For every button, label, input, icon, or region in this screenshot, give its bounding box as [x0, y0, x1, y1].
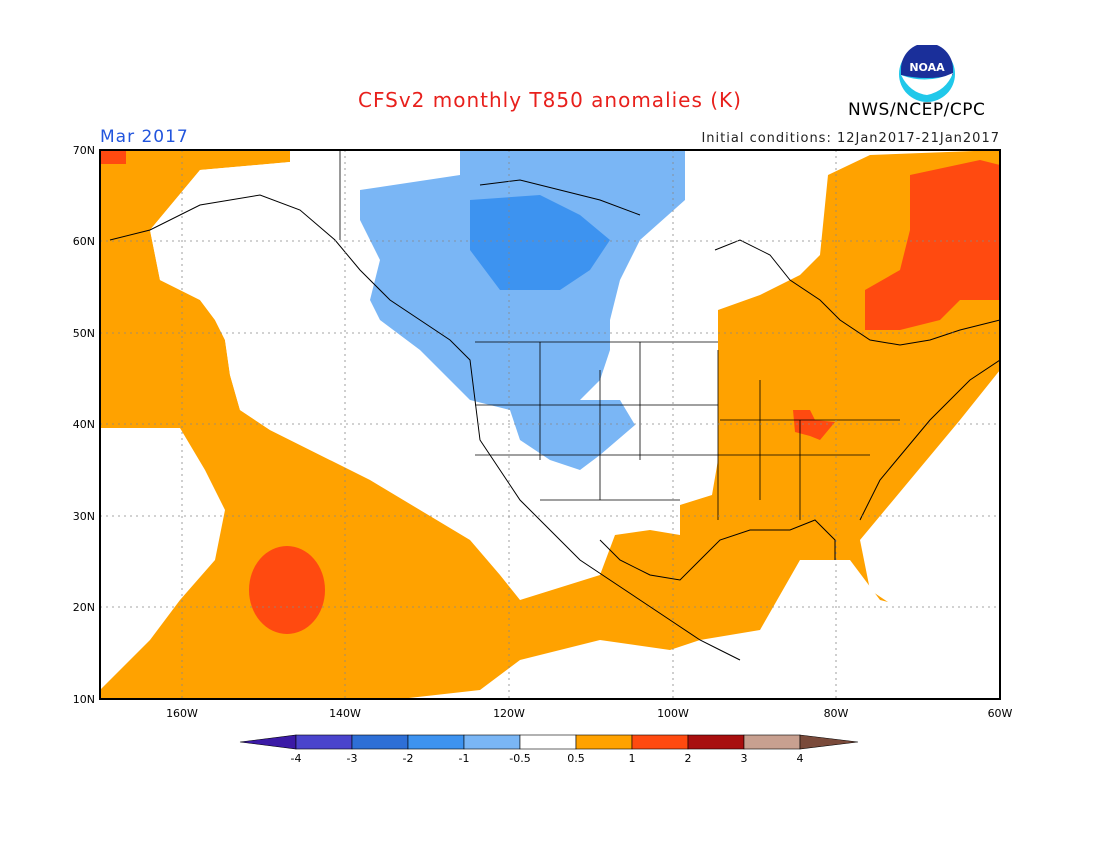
- logo-text: NOAA: [909, 61, 945, 74]
- colorbar-tick-label: -1: [459, 752, 470, 765]
- lat-label: 30N: [73, 510, 95, 523]
- lat-label: 50N: [73, 327, 95, 340]
- colorbar-segment: [519, 734, 577, 750]
- lon-label: 120W: [493, 707, 525, 720]
- colorbar-segment: [351, 734, 409, 750]
- colorbar-segment: [743, 734, 801, 750]
- chart-title: CFSv2 monthly T850 anomalies (K): [358, 88, 742, 112]
- colorbar-tick-label: -2: [403, 752, 414, 765]
- initial-conditions: Initial conditions: 12Jan2017-21Jan2017: [701, 131, 1000, 146]
- lon-label: 100W: [657, 707, 689, 720]
- lat-label: 70N: [73, 144, 95, 157]
- colorbar-arrow-high: [799, 734, 859, 750]
- anomaly-region-neutral-alaska: [150, 150, 470, 480]
- anomaly-region-hot-corner: [100, 150, 126, 164]
- lat-label: 60N: [73, 235, 95, 248]
- colorbar-tick-label: 1: [629, 752, 636, 765]
- colorbar-tick-label: 4: [797, 752, 804, 765]
- colorbar-tick-label: 2: [685, 752, 692, 765]
- colorbar-tick-label: -4: [291, 752, 302, 765]
- anomaly-region-cold: [470, 195, 610, 290]
- colorbar-segment: [295, 734, 353, 750]
- coastlines: [109, 179, 1000, 661]
- lon-label: 160W: [166, 707, 198, 720]
- colorbar-segment: [687, 734, 745, 750]
- colorbar-tick-label: -0.5: [509, 752, 530, 765]
- lat-label: 10N: [73, 693, 95, 706]
- agency-label: NWS/NCEP/CPC: [848, 100, 986, 120]
- lon-label: 80W: [824, 707, 849, 720]
- noaa-logo: NOAA: [899, 45, 955, 102]
- colorbar-segment: [631, 734, 689, 750]
- map-body: [100, 150, 1000, 699]
- colorbar-tick-label: 0.5: [567, 752, 585, 765]
- lat-labels: 70N 60N 50N 40N 30N 20N 10N: [73, 144, 95, 706]
- anomaly-region-hot-ne: [865, 160, 1000, 330]
- colorbar-arrow-low: [239, 734, 297, 750]
- anomaly-region-neutral-atlantic: [860, 370, 1000, 699]
- colorbar-tick-label: 3: [741, 752, 748, 765]
- lon-label: 60W: [988, 707, 1013, 720]
- colorbar-segment: [407, 734, 465, 750]
- political-borders: [339, 150, 900, 520]
- anomaly-region-neutral-sw: [100, 428, 225, 690]
- lon-labels: 160W 140W 120W 100W 80W 60W: [166, 707, 1012, 720]
- graticule: [100, 150, 1000, 699]
- anomaly-region-cool: [360, 150, 685, 470]
- lon-label: 140W: [329, 707, 361, 720]
- forecast-period: Mar 2017: [100, 127, 189, 147]
- colorbar-segment: [463, 734, 521, 750]
- map-frame: [99, 149, 1001, 700]
- anomaly-region-hot-ohio: [793, 410, 835, 440]
- colorbar-labels: -4 -3 -2 -1 -0.5 0.5 1 2 3 4: [291, 752, 804, 765]
- lat-label: 20N: [73, 601, 95, 614]
- lat-label: 40N: [73, 418, 95, 431]
- colorbar-tick-label: -3: [347, 752, 358, 765]
- colorbar-segment: [575, 734, 633, 750]
- colorbar: [239, 734, 859, 750]
- anomaly-region-pacific-warm: [100, 150, 1000, 699]
- anomaly-region-hot-pacific: [249, 546, 325, 634]
